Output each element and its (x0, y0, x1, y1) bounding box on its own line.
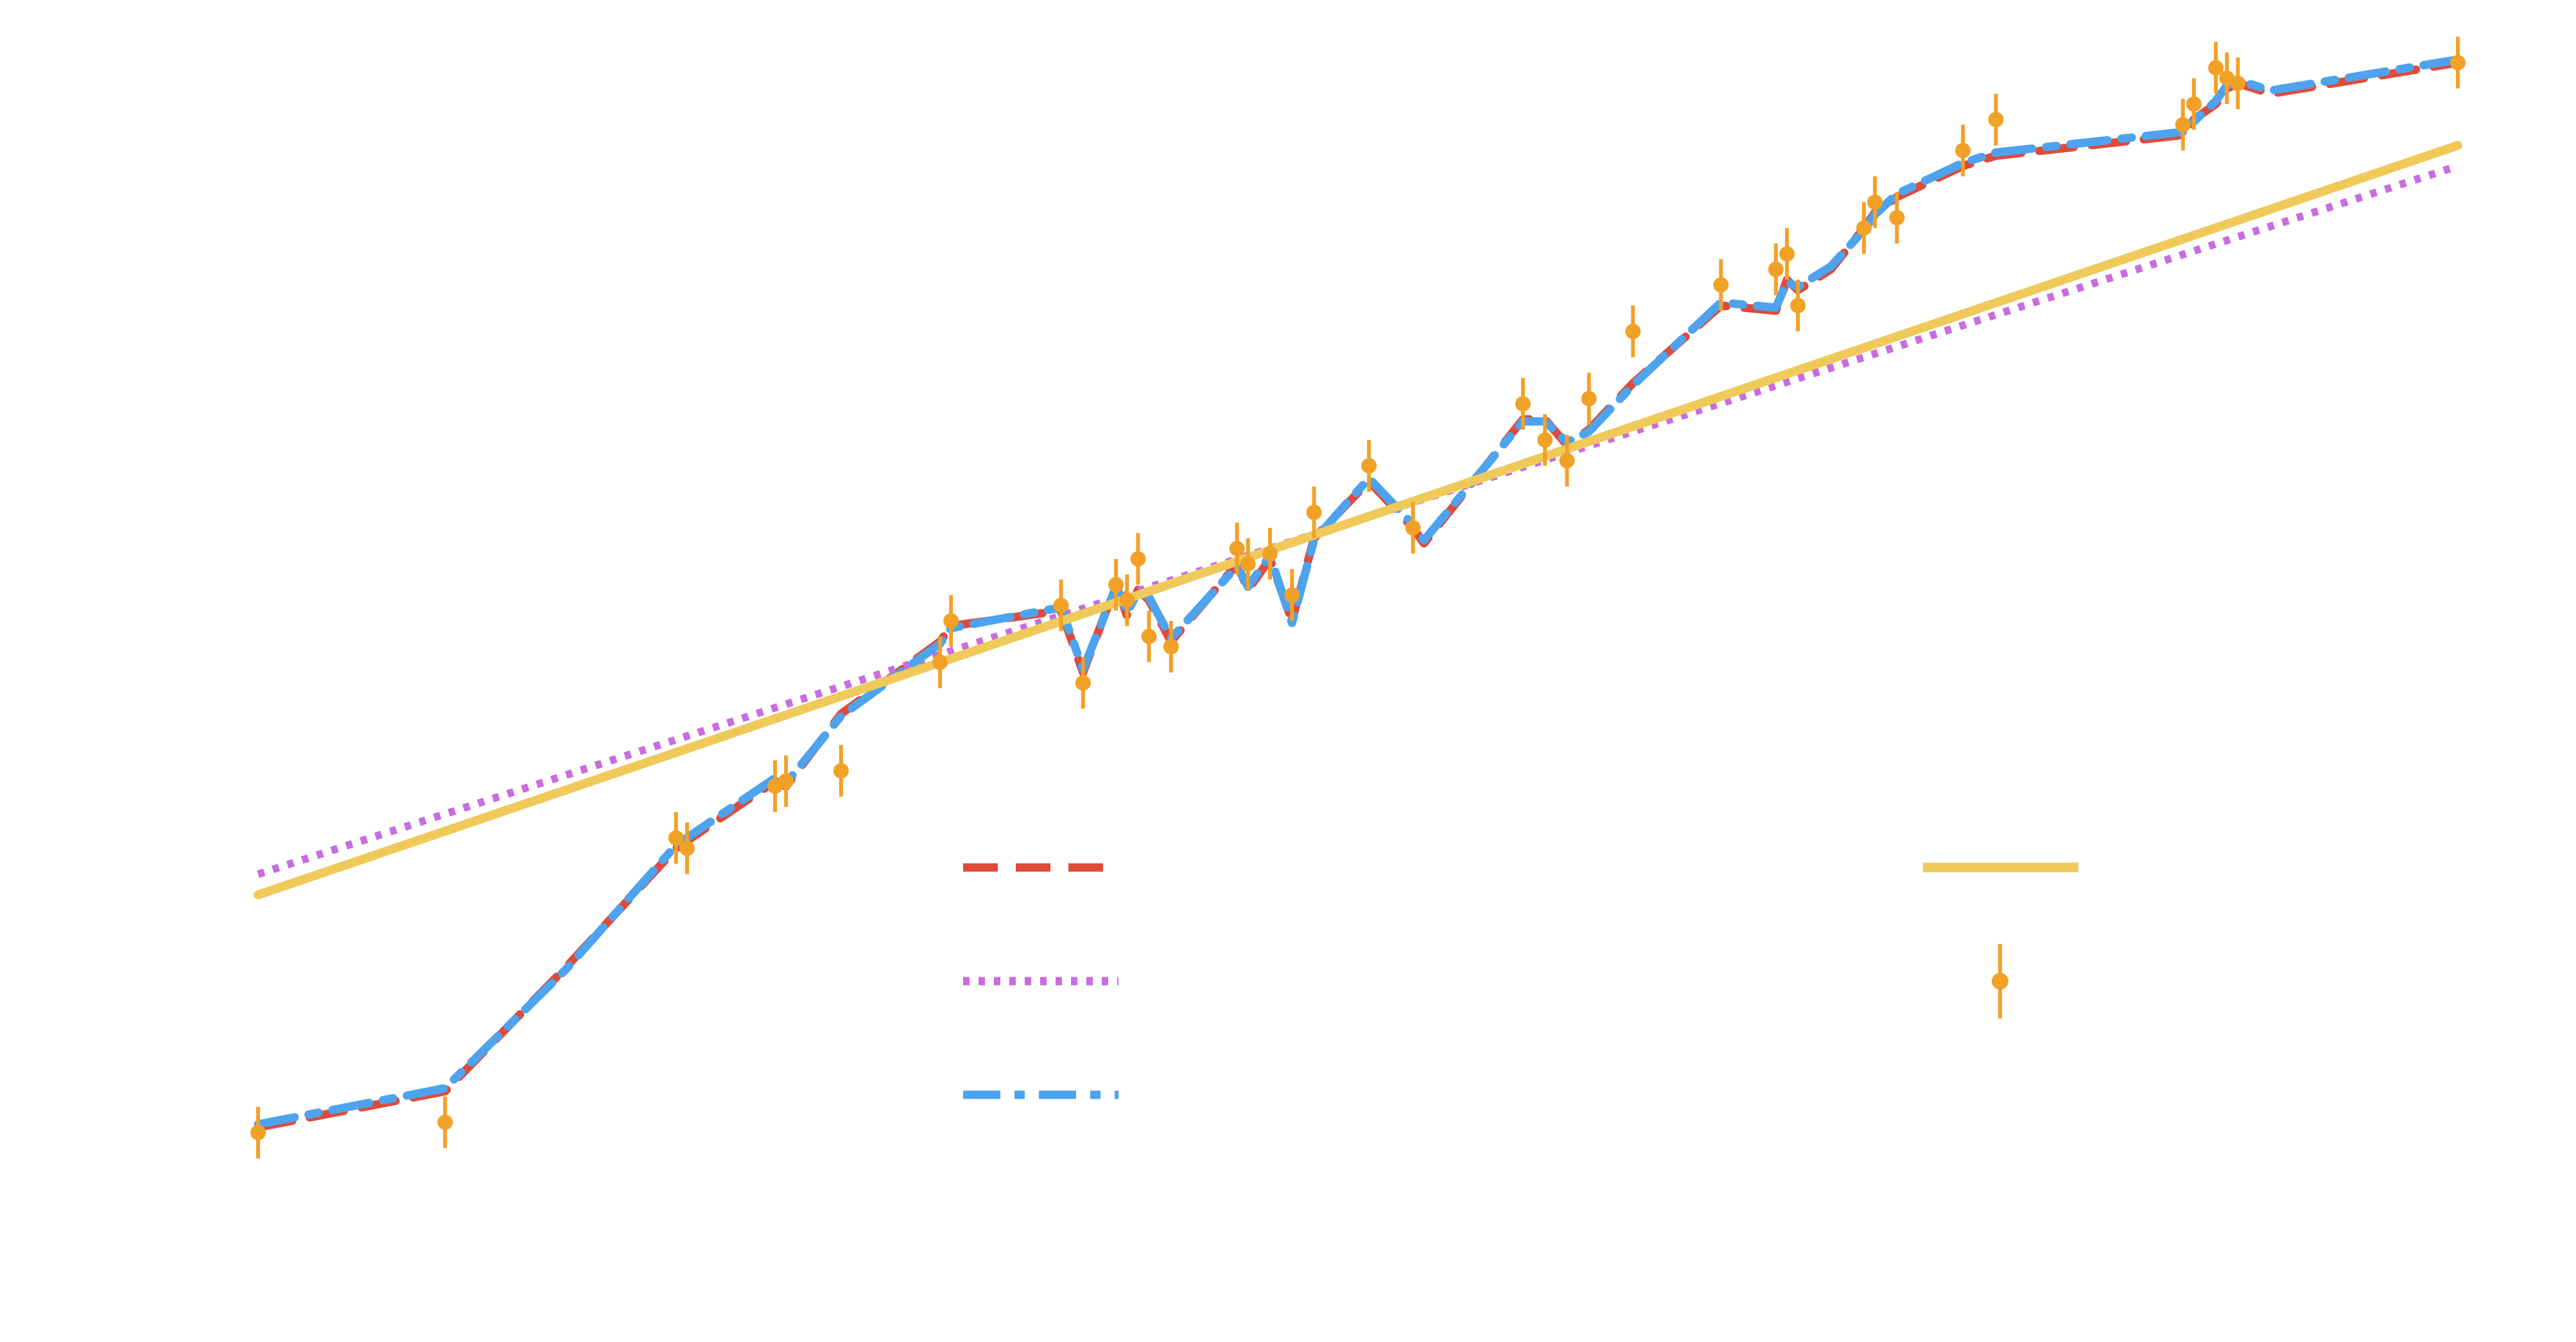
data-point (250, 1124, 266, 1140)
data-point (1867, 194, 1883, 210)
data-point (437, 1114, 453, 1130)
data-point (668, 830, 684, 846)
data-point (1262, 546, 1278, 562)
series-line-blue_dashdot (254, 55, 2462, 1129)
data-point (1581, 390, 1597, 406)
data-point (943, 613, 959, 629)
data-point (1053, 597, 1069, 613)
data-point (1240, 556, 1256, 572)
data-point (1108, 577, 1124, 593)
data-point (2230, 75, 2246, 91)
data-point (1537, 432, 1553, 448)
data-point (1130, 551, 1146, 567)
data-point (1163, 639, 1179, 655)
data-point (1955, 143, 1971, 159)
series-line-yellow_solid (254, 141, 2462, 900)
data-point (1713, 277, 1729, 293)
data-point (1306, 504, 1322, 520)
data-point (679, 841, 695, 857)
legend-marker-orange-point (1992, 973, 2008, 989)
data-point (1141, 629, 1157, 645)
data-point (1284, 587, 1300, 603)
data-point (2208, 60, 2224, 76)
data-point (833, 763, 849, 779)
series-line-red_dashed (254, 58, 2462, 1132)
plot-layer (250, 37, 2466, 1159)
data-point (778, 773, 794, 789)
data-point (2450, 55, 2466, 71)
data-point (1889, 210, 1905, 225)
data-point (1625, 324, 1641, 340)
data-point (1790, 297, 1806, 313)
data-point (932, 654, 948, 670)
data-point (1768, 261, 1784, 277)
data-point (2175, 117, 2191, 133)
data-point (1119, 592, 1135, 608)
data-point (1405, 520, 1421, 536)
data-point (2186, 96, 2202, 112)
data-point (1229, 541, 1245, 557)
data-point (1988, 112, 2004, 128)
legend (963, 862, 2078, 1099)
data-point (1856, 220, 1872, 236)
data-point (1075, 675, 1091, 691)
data-point (1515, 396, 1531, 412)
data-point (1361, 458, 1377, 474)
data-point (1779, 246, 1795, 262)
data-point (1559, 453, 1575, 469)
